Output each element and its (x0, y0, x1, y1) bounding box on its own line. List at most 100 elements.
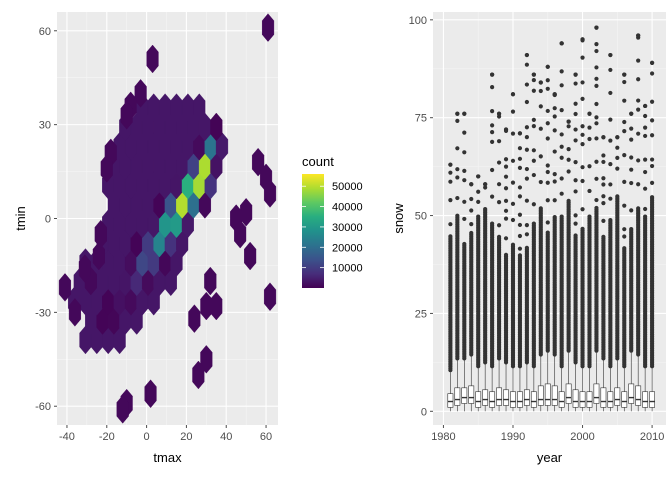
outlier-point (517, 165, 523, 170)
outlier-point (594, 121, 599, 126)
outlier-point (601, 218, 606, 224)
hex-bin (146, 44, 159, 74)
outlier-point (538, 179, 543, 185)
outlier-point (538, 126, 543, 131)
y-tick-label: 0 (421, 406, 427, 418)
outlier-point (580, 80, 585, 85)
outlier-point (636, 33, 641, 38)
box (593, 383, 600, 404)
outlier-point (448, 234, 453, 239)
year-box (579, 37, 586, 412)
outlier-point (629, 111, 634, 116)
outlier-point (469, 182, 474, 187)
hex-bin (200, 291, 213, 321)
outlier-point (566, 147, 571, 152)
outlier-point (462, 178, 467, 183)
hex-bin (144, 379, 157, 409)
outlier-point (636, 107, 641, 112)
outlier-point (552, 172, 557, 177)
box (614, 387, 621, 406)
box (468, 385, 475, 404)
outlier-point (490, 139, 495, 144)
outlier-point (552, 106, 557, 111)
outlier-point (608, 67, 613, 73)
box (579, 391, 586, 408)
outlier-point (636, 131, 641, 136)
outlier-point (594, 136, 599, 141)
year-box (454, 111, 461, 412)
outlier-point (517, 253, 523, 258)
outlier-point (615, 166, 620, 171)
x-tick-label: 60 (260, 431, 272, 443)
outlier-point (455, 167, 460, 172)
outlier-point (615, 135, 620, 140)
outlier-point (455, 175, 460, 180)
outlier-point (524, 52, 529, 58)
outlier-point (545, 230, 550, 235)
outlier-point (531, 158, 536, 163)
outlier-point (622, 128, 627, 134)
year-box (628, 111, 635, 412)
hex-bin (264, 282, 277, 312)
outlier-point (608, 117, 613, 122)
hex-bin (264, 179, 277, 208)
outlier-point (636, 158, 641, 163)
year-box (551, 92, 558, 412)
outlier-point (496, 160, 502, 165)
outlier-point (490, 85, 495, 90)
outlier-point (503, 198, 509, 203)
box (551, 385, 558, 406)
outlier-point (629, 226, 634, 232)
legend-tick-label: 20000 (332, 242, 363, 254)
outlier-point (538, 154, 543, 159)
outlier-point (573, 138, 578, 143)
outlier-point (517, 146, 523, 151)
hex-bin (100, 154, 113, 183)
box (530, 391, 537, 408)
box (565, 383, 572, 404)
year-box (558, 41, 565, 412)
hexbin-hexes (58, 13, 277, 424)
legend-tick-label: 40000 (332, 202, 363, 214)
y-tick-label: -30 (35, 307, 51, 319)
outlier-point (476, 189, 481, 194)
box (586, 391, 593, 408)
outlier-point (517, 194, 523, 199)
box (544, 383, 551, 406)
outlier-point (490, 194, 495, 199)
outlier-point (573, 213, 578, 218)
year-box (600, 135, 607, 412)
outlier-point (545, 220, 550, 225)
outlier-point (649, 157, 655, 162)
outlier-point (517, 246, 523, 251)
outlier-point (608, 162, 613, 167)
outlier-point (622, 79, 627, 85)
boxplot-y-ticks: 0 25 50 75 100 (409, 15, 433, 418)
x-tick-label: 20 (180, 431, 192, 443)
hexbin-chart: -40 -20 0 20 40 60 -60 -30 0 30 60 tmax tmin (13, 12, 278, 465)
outlier-point (490, 221, 495, 226)
outlier-point (594, 115, 599, 120)
year-box (503, 127, 509, 412)
hex-bin (94, 219, 107, 249)
outlier-point (503, 157, 509, 162)
hex-bin (262, 13, 275, 42)
box (628, 383, 635, 404)
outlier-point (496, 234, 502, 239)
hexbin-y-axis-title: tmin (13, 206, 28, 231)
outlier-point (622, 234, 627, 239)
year-box (621, 72, 628, 412)
box (475, 391, 482, 408)
outlier-point (636, 58, 641, 63)
outlier-point (573, 72, 578, 77)
outlier-point (649, 163, 655, 169)
hex-bin (204, 266, 217, 296)
hex-bin (193, 93, 206, 122)
outlier-point (594, 25, 599, 30)
outlier-point (469, 208, 474, 213)
outlier-point (559, 41, 564, 46)
outlier-point (476, 214, 481, 219)
year-box (537, 80, 544, 412)
outlier-point (636, 98, 641, 103)
